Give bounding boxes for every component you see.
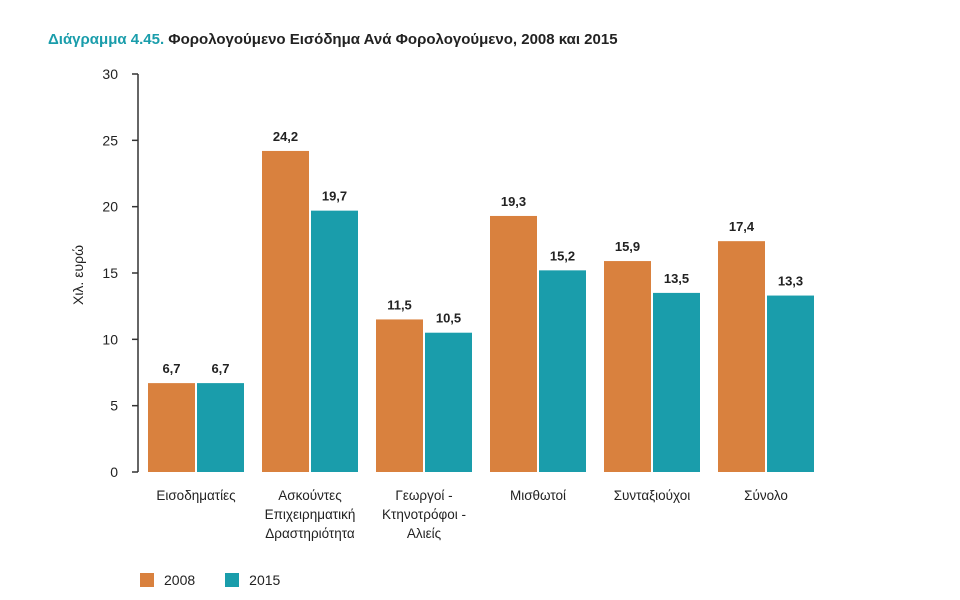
bar-2008 [148, 383, 195, 472]
legend-item-2008: 2008 [140, 572, 195, 588]
bar-2015 [311, 210, 358, 472]
bar-2008 [604, 261, 651, 472]
chart-title-text: Φορολογούμενο Εισόδημα Ανά Φορολογούμενο… [168, 31, 618, 48]
x-tick-label: Συνταξιούχοι [614, 488, 691, 503]
bar-2008 [718, 241, 765, 472]
y-tick-label: 5 [110, 398, 118, 414]
y-axis-label: Χιλ. ευρώ [70, 245, 86, 305]
data-label-2008: 11,5 [387, 297, 412, 312]
data-label-2008: 17,4 [729, 219, 755, 234]
data-label-2015: 19,7 [322, 189, 347, 204]
bar-2015 [653, 292, 700, 472]
legend-swatch-2015 [225, 573, 240, 587]
x-tick-label: Δραστηριότητα [265, 526, 355, 541]
chart-title-prefix: Διάγραμμα 4.45. [48, 31, 165, 48]
bar-2015 [425, 332, 472, 472]
data-label-2008: 15,9 [615, 239, 640, 254]
bar-2008 [262, 150, 309, 473]
legend-swatch-2008 [140, 573, 154, 587]
y-tick-label: 15 [102, 265, 118, 281]
y-tick-label: 20 [102, 199, 118, 215]
chart-title: Διάγραμμα 4.45. Φορολογούμενο Εισόδημα Α… [48, 31, 618, 48]
bar-2008 [490, 215, 537, 472]
x-tick-label: Εισοδηματίες [156, 488, 236, 503]
y-tick-label: 25 [102, 132, 118, 148]
x-tick-label: Μισθωτοί [510, 488, 566, 503]
x-tick-label: Ασκούντες [278, 488, 342, 503]
bar-2015 [539, 270, 586, 472]
x-tick-label: Σύνολο [744, 488, 788, 503]
x-tick-label: Αλιείς [407, 526, 442, 541]
data-label-2008: 6,7 [162, 361, 180, 376]
data-label-2015: 13,5 [664, 271, 689, 286]
bar-2008 [376, 319, 423, 472]
y-tick-label: 30 [102, 66, 118, 82]
data-label-2008: 24,2 [273, 129, 298, 144]
data-label-2015: 10,5 [436, 311, 461, 326]
legend-label-2015: 2015 [249, 572, 281, 588]
data-label-2015: 6,7 [211, 361, 229, 376]
data-label-2015: 13,3 [778, 274, 803, 289]
y-tick-label: 0 [110, 464, 118, 480]
data-label-2015: 15,2 [550, 248, 575, 263]
legend-label-2008: 2008 [164, 572, 196, 588]
bar-2015 [767, 295, 814, 472]
legend: 2008 2015 [140, 572, 280, 588]
x-tick-label: Επιχειρηματική [265, 507, 356, 522]
data-label-2008: 19,3 [501, 194, 526, 209]
y-tick-label: 10 [102, 331, 118, 347]
bar-2015 [197, 383, 244, 472]
x-tick-label: Κτηνοτρόφοι - [382, 507, 466, 522]
x-tick-label: Γεωργοί - [395, 488, 452, 503]
legend-item-2015: 2015 [225, 572, 280, 588]
